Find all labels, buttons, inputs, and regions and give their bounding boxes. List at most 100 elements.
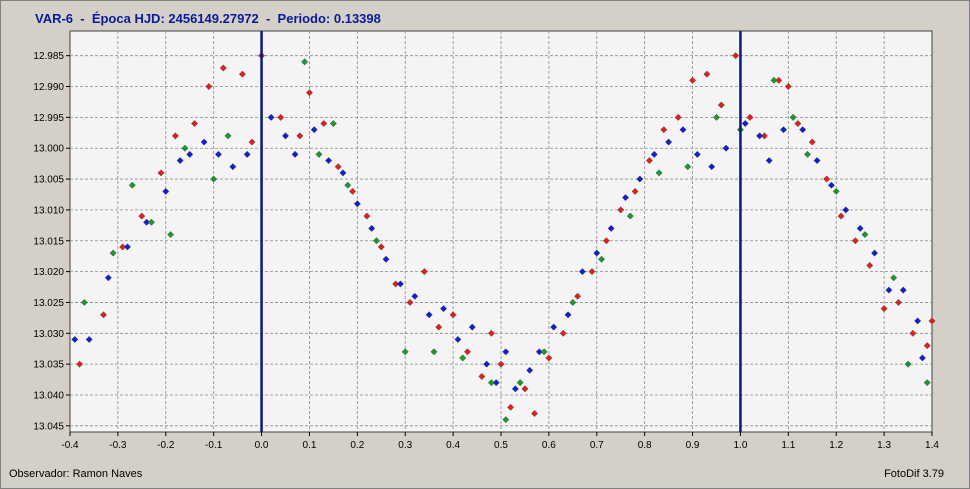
data-point <box>157 169 165 177</box>
data-point <box>918 354 926 362</box>
data-point <box>459 354 467 362</box>
x-tick-label: 0.6 <box>542 440 556 451</box>
data-point <box>229 163 237 171</box>
data-point <box>708 163 716 171</box>
x-tick-label: -0.2 <box>157 440 175 451</box>
data-point <box>650 150 658 158</box>
data-point <box>746 113 754 121</box>
data-point <box>550 323 558 331</box>
data-point <box>808 138 816 146</box>
data-point <box>856 224 864 232</box>
data-point <box>837 212 845 220</box>
data-point <box>770 76 778 84</box>
data-point <box>607 224 615 232</box>
data-point <box>315 150 323 158</box>
data-point <box>904 360 912 368</box>
data-point <box>334 163 342 171</box>
x-tick-label: 0.8 <box>638 440 652 451</box>
data-point <box>176 157 184 165</box>
data-point <box>76 360 84 368</box>
data-point <box>540 348 548 356</box>
data-point <box>703 70 711 78</box>
data-point <box>162 187 170 195</box>
data-point <box>449 311 457 319</box>
data-point <box>775 76 783 84</box>
data-point <box>842 206 850 214</box>
data-point <box>420 268 428 276</box>
data-point <box>617 206 625 214</box>
data-point <box>531 410 539 417</box>
y-tick-label: 12.985 <box>33 51 64 62</box>
data-point <box>143 218 151 226</box>
data-point <box>813 157 821 165</box>
data-point <box>871 249 879 257</box>
data-point <box>928 317 936 325</box>
data-point <box>588 268 596 276</box>
data-point <box>147 218 155 226</box>
data-point <box>214 150 222 158</box>
data-point <box>885 286 893 294</box>
data-point <box>559 329 567 337</box>
data-point <box>71 335 79 343</box>
y-tick-label: 13.005 <box>33 175 64 186</box>
y-tick-label: 13.020 <box>33 267 64 278</box>
software-version-label: FotoDif 3.79 <box>884 468 944 480</box>
data-point <box>923 342 931 350</box>
data-point <box>191 120 198 128</box>
x-tick-label: 1.3 <box>877 440 891 451</box>
x-tick-label: 0.9 <box>686 440 700 451</box>
data-point <box>804 150 811 158</box>
chart-title: VAR-6 - Época HJD: 2456149.27972 - Perio… <box>35 11 381 26</box>
data-point <box>880 305 888 313</box>
data-point <box>368 224 376 232</box>
data-point <box>363 212 371 220</box>
data-point <box>478 372 486 380</box>
data-point <box>602 237 610 245</box>
y-tick-label: 13.030 <box>33 329 64 340</box>
data-point <box>291 150 299 158</box>
data-point <box>224 132 232 140</box>
data-point <box>832 187 840 195</box>
data-point <box>310 126 318 134</box>
data-point <box>756 132 764 140</box>
data-point <box>526 366 534 374</box>
data-point <box>622 194 629 202</box>
data-point <box>382 255 390 263</box>
data-point <box>502 416 510 424</box>
x-tick-label: 0.7 <box>590 440 604 451</box>
data-point <box>636 175 644 183</box>
data-point <box>339 169 347 177</box>
data-point <box>440 305 448 313</box>
data-point <box>349 187 357 195</box>
data-point <box>243 150 251 158</box>
data-point <box>645 157 653 165</box>
data-point <box>411 292 419 300</box>
data-point <box>914 317 922 325</box>
data-point <box>679 126 687 134</box>
data-point <box>401 348 409 356</box>
data-point <box>320 120 328 128</box>
data-point <box>732 52 740 60</box>
data-point <box>516 379 524 387</box>
data-point <box>296 132 304 140</box>
data-point <box>511 385 519 393</box>
x-tick-label: 0.5 <box>494 440 508 451</box>
data-point <box>665 138 673 146</box>
data-point <box>238 70 246 78</box>
data-point <box>210 175 218 183</box>
data-point <box>205 83 213 91</box>
data-point <box>784 83 792 91</box>
data-point <box>780 126 788 134</box>
data-point <box>851 237 859 245</box>
data-point <box>325 157 333 165</box>
data-point <box>923 379 931 387</box>
data-point <box>377 243 385 251</box>
data-point <box>674 113 682 121</box>
data-point <box>248 138 256 146</box>
x-tick-label: 1.4 <box>925 440 939 451</box>
data-point <box>301 58 309 66</box>
data-point <box>483 360 491 368</box>
data-point <box>760 132 768 140</box>
data-point <box>85 335 93 343</box>
